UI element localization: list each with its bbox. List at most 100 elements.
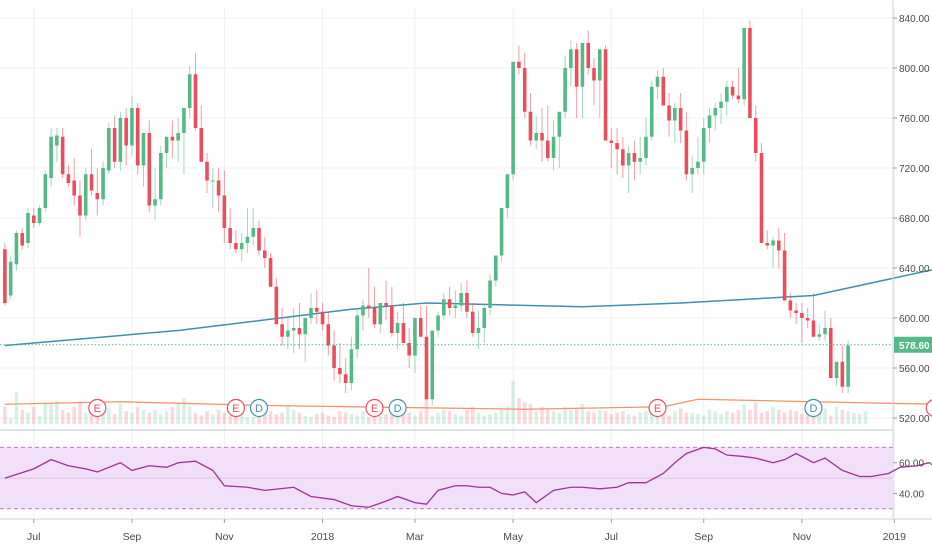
candle[interactable]: [615, 128, 619, 175]
event-marker-circle[interactable]: [88, 398, 107, 418]
candle-body[interactable]: [701, 128, 706, 162]
candle[interactable]: [222, 170, 227, 244]
candle-body[interactable]: [748, 28, 752, 118]
candle[interactable]: [303, 318, 308, 362]
candle-body[interactable]: [95, 193, 100, 200]
candle[interactable]: [395, 311, 400, 350]
candle-body[interactable]: [730, 86, 735, 96]
candle-body[interactable]: [505, 174, 510, 208]
candle[interactable]: [834, 361, 839, 386]
rsi-pane[interactable]: 40.00 60.00: [0, 429, 932, 510]
event-markers[interactable]: EEDEDEDEDEE: [88, 398, 932, 418]
candle-body[interactable]: [673, 108, 677, 121]
candle[interactable]: [465, 280, 469, 319]
candle[interactable]: [597, 49, 602, 118]
event-marker[interactable]: E: [226, 398, 246, 418]
candle[interactable]: [609, 128, 614, 168]
candle-body[interactable]: [170, 136, 175, 141]
candle[interactable]: [638, 136, 642, 175]
candle-body[interactable]: [361, 305, 365, 316]
candle-body[interactable]: [390, 305, 394, 334]
candle-body[interactable]: [447, 299, 452, 308]
candle[interactable]: [436, 311, 440, 337]
candle-body[interactable]: [545, 140, 550, 159]
candle[interactable]: [118, 111, 123, 171]
candle-body[interactable]: [753, 118, 758, 153]
candle-body[interactable]: [49, 136, 53, 178]
candle[interactable]: [840, 345, 845, 394]
candle[interactable]: [390, 286, 394, 337]
candle[interactable]: [494, 255, 498, 287]
candle[interactable]: [753, 105, 758, 162]
candle[interactable]: [211, 168, 215, 208]
candle[interactable]: [407, 328, 411, 368]
candle[interactable]: [112, 115, 117, 169]
candle-body[interactable]: [66, 174, 71, 183]
candle[interactable]: [644, 118, 648, 166]
candle-body[interactable]: [811, 320, 816, 337]
candle-body[interactable]: [528, 111, 533, 141]
candle[interactable]: [366, 268, 371, 318]
candle-body[interactable]: [488, 280, 492, 309]
candle-body[interactable]: [840, 361, 845, 387]
event-marker[interactable]: E: [648, 398, 667, 418]
candle-body[interactable]: [262, 250, 267, 259]
candle-body[interactable]: [291, 328, 296, 331]
candle-body[interactable]: [118, 118, 123, 162]
candle[interactable]: [563, 55, 567, 119]
candle-body[interactable]: [199, 128, 204, 162]
candle-body[interactable]: [384, 303, 388, 306]
candle[interactable]: [268, 253, 273, 287]
candle[interactable]: [673, 103, 677, 143]
candle-body[interactable]: [494, 255, 498, 281]
candle-body[interactable]: [338, 368, 342, 375]
candle[interactable]: [517, 45, 521, 75]
candle[interactable]: [95, 168, 100, 216]
candle-body[interactable]: [309, 308, 313, 318]
candle-body[interactable]: [418, 318, 423, 337]
candle-body[interactable]: [557, 111, 562, 137]
candle[interactable]: [66, 165, 71, 187]
candle-body[interactable]: [112, 128, 117, 162]
price-axis[interactable]: 520.00 560.00 600.00 640.00 680.00 720.00 760.…: [892, 0, 932, 518]
event-marker-circle[interactable]: [804, 398, 823, 418]
candle[interactable]: [748, 20, 752, 119]
candle-body[interactable]: [563, 68, 567, 112]
candle[interactable]: [805, 308, 810, 328]
candle-body[interactable]: [736, 95, 741, 100]
candle-body[interactable]: [771, 240, 775, 246]
candle[interactable]: [846, 340, 850, 394]
candle[interactable]: [199, 105, 204, 162]
candle[interactable]: [725, 80, 729, 116]
candle[interactable]: [505, 174, 510, 218]
candle[interactable]: [343, 358, 348, 393]
candle-body[interactable]: [107, 128, 111, 171]
candle-body[interactable]: [615, 143, 619, 150]
candle[interactable]: [447, 286, 452, 316]
candle[interactable]: [828, 318, 833, 378]
candle[interactable]: [83, 168, 88, 221]
candle-body[interactable]: [742, 28, 746, 100]
candle-body[interactable]: [124, 118, 128, 146]
candle[interactable]: [141, 133, 146, 187]
candle[interactable]: [453, 290, 458, 319]
candle[interactable]: [528, 93, 533, 146]
candle-body[interactable]: [713, 108, 718, 116]
candle-body[interactable]: [569, 49, 573, 68]
candle-body[interactable]: [436, 315, 440, 331]
candle[interactable]: [291, 308, 296, 353]
candle[interactable]: [147, 120, 152, 212]
candle-body[interactable]: [834, 361, 839, 378]
candle-body[interactable]: [251, 228, 256, 237]
candle-body[interactable]: [20, 233, 25, 246]
candle-body[interactable]: [609, 140, 614, 144]
candle[interactable]: [418, 305, 423, 337]
candle-body[interactable]: [60, 136, 65, 175]
candle-body[interactable]: [314, 308, 319, 312]
time-axis[interactable]: JulSepNov2018MarMayJulSepNov2019MarMayJu…: [0, 518, 932, 543]
candle-body[interactable]: [424, 336, 429, 400]
candle-body[interactable]: [332, 345, 336, 369]
event-marker[interactable]: E: [365, 398, 384, 418]
candle[interactable]: [251, 208, 256, 246]
candle-body[interactable]: [586, 43, 591, 68]
